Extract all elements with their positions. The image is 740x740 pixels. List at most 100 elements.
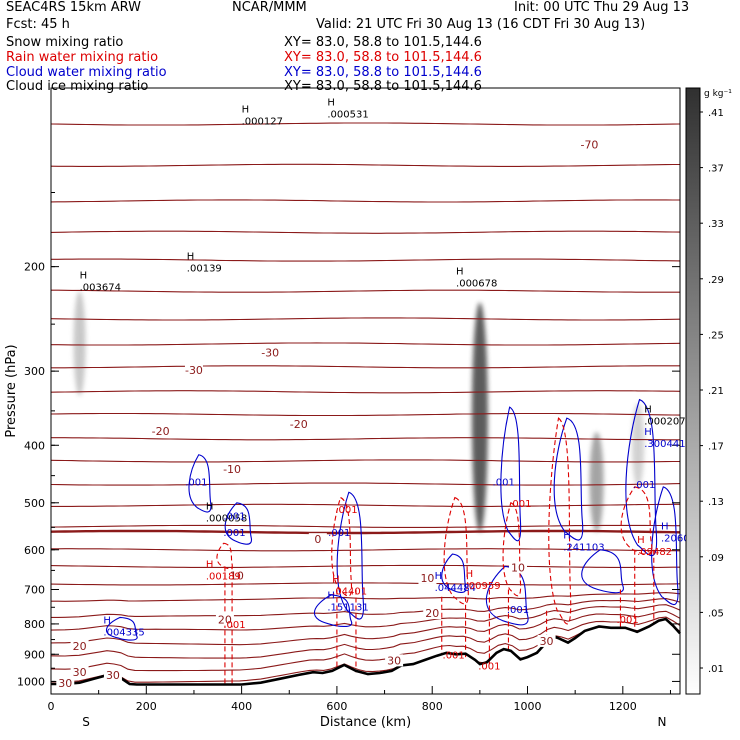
maximum-marker: H bbox=[187, 252, 195, 263]
maximum-marker: H bbox=[661, 522, 669, 533]
isotherm-label-bg bbox=[184, 364, 203, 377]
field-name-rain: Rain water mixing ratio bbox=[6, 50, 159, 65]
maximum-value: .000678 bbox=[456, 279, 497, 290]
maximum-marker: H bbox=[242, 104, 250, 115]
maximum-value: .000207 bbox=[644, 417, 685, 428]
x-end-label-north: N bbox=[658, 715, 667, 729]
rain-contour bbox=[443, 496, 469, 605]
isotherm-label-bg bbox=[423, 607, 442, 620]
cloud-water-contour bbox=[224, 502, 253, 545]
cloud-water-contour bbox=[500, 406, 522, 542]
maximum-value: .2060 bbox=[661, 534, 690, 545]
isotherm-label: 30 bbox=[58, 677, 72, 690]
isotherm-line bbox=[50, 163, 680, 167]
isotherm-label: 30 bbox=[387, 654, 401, 667]
y-axis-label: Pressure (hPa) bbox=[4, 344, 19, 437]
x-tick-label: 800 bbox=[422, 700, 443, 713]
x-tick-label: 400 bbox=[231, 700, 252, 713]
x-tick-label: 1000 bbox=[514, 700, 542, 713]
cloud-water-contour bbox=[581, 549, 624, 594]
valid-time: Valid: 21 UTC Fri 30 Aug 13 (16 CDT Fri … bbox=[316, 17, 646, 32]
isotherm-label-bg bbox=[508, 561, 527, 574]
maximum-marker: H bbox=[644, 427, 652, 438]
isotherm-label: 30 bbox=[73, 666, 87, 679]
isotherm-label: 0 bbox=[314, 533, 321, 546]
y-tick-label: 1000 bbox=[17, 675, 45, 688]
isotherm-label-bg bbox=[56, 676, 75, 689]
cloud-water-contour bbox=[106, 616, 138, 641]
colorbar-tick-label: .17 bbox=[708, 442, 724, 453]
cloud-water-contour bbox=[188, 454, 212, 513]
isotherm-label-bg bbox=[580, 138, 599, 151]
isotherm-label-bg bbox=[308, 533, 327, 546]
isotherm-line bbox=[50, 564, 680, 568]
x-tick-label: 200 bbox=[136, 700, 157, 713]
isotherm-line bbox=[50, 122, 681, 126]
org-label: NCAR/MMM bbox=[232, 0, 307, 15]
maximum-value: .044484 bbox=[435, 583, 476, 594]
isotherm-line bbox=[51, 289, 680, 293]
colorbar bbox=[685, 87, 701, 695]
ice-shading-column bbox=[73, 291, 86, 396]
isotherm-label: 10 bbox=[511, 561, 525, 574]
isotherm-line bbox=[51, 342, 681, 346]
contour-label: .001 bbox=[633, 480, 655, 491]
isotherm-label-bg bbox=[103, 669, 122, 682]
isotherm-label-bg bbox=[70, 640, 89, 653]
isotherm-line bbox=[50, 524, 680, 528]
ice-shading-column bbox=[589, 432, 604, 532]
isotherm-line bbox=[51, 437, 680, 441]
isotherm-label-bg bbox=[385, 654, 404, 667]
ice-shading-column bbox=[471, 302, 488, 532]
maximum-value: .300441 bbox=[644, 439, 685, 450]
isotherm-label-bg bbox=[227, 569, 246, 582]
isotherm-label: 10 bbox=[420, 572, 434, 585]
isotherm-line bbox=[50, 390, 681, 394]
isotherm-line bbox=[50, 317, 681, 321]
maximum-value: .000531 bbox=[327, 110, 368, 121]
x-axis-label: Distance (km) bbox=[320, 715, 411, 730]
isotherm-label-bg bbox=[151, 425, 170, 438]
maximum-marker: H bbox=[435, 571, 443, 582]
isotherm-label-bg bbox=[537, 634, 556, 647]
isotherm-label: 20 bbox=[73, 640, 87, 653]
model-title: SEAC4RS 15km ARW bbox=[6, 0, 142, 15]
y-tick-label: 600 bbox=[24, 544, 45, 557]
isotherm-label: 30 bbox=[106, 669, 120, 682]
colorbar-tick-label: .29 bbox=[708, 275, 724, 286]
forecast-hour: Fcst: 45 h bbox=[6, 17, 70, 32]
isotherm-label: 10 bbox=[230, 569, 244, 582]
y-tick-label: 700 bbox=[24, 584, 45, 597]
isotherm-line bbox=[50, 412, 681, 417]
maximum-marker: H bbox=[637, 535, 645, 546]
maximum-value: .000127 bbox=[242, 116, 283, 127]
x-tick-label: 1200 bbox=[609, 700, 637, 713]
rain-contour bbox=[548, 417, 572, 625]
contour-label: .001 bbox=[616, 615, 638, 626]
colorbar-tick-label: .41 bbox=[708, 108, 724, 119]
y-tick-label: 200 bbox=[24, 261, 45, 274]
y-tick-label: 900 bbox=[24, 648, 45, 661]
maximum-marker: H bbox=[563, 530, 571, 541]
ice-shading-column bbox=[632, 403, 645, 487]
isotherm-line bbox=[50, 610, 681, 646]
isotherm-line bbox=[50, 482, 681, 486]
maximum-value: .09482 bbox=[637, 547, 672, 558]
isotherm-label: 20 bbox=[218, 614, 232, 627]
y-tick-label: 400 bbox=[24, 439, 45, 452]
isotherm-line bbox=[51, 592, 681, 602]
contour-label: .001 bbox=[335, 505, 357, 516]
isotherm-label: 30 bbox=[540, 635, 554, 648]
isotherm-line bbox=[50, 618, 681, 672]
colorbar-tick-label: .05 bbox=[708, 608, 724, 619]
isotherm-label: -30 bbox=[185, 364, 203, 377]
isotherm-line bbox=[51, 365, 680, 369]
contour-label: .001 bbox=[478, 661, 500, 672]
x-tick-label: 0 bbox=[48, 700, 55, 713]
isotherm-line bbox=[50, 199, 680, 203]
isotherm-label-bg bbox=[70, 666, 89, 679]
colorbar-tick-label: .37 bbox=[708, 164, 724, 175]
isotherm-line bbox=[50, 604, 681, 631]
cloud-water-contour bbox=[651, 486, 679, 605]
zero-isotherm bbox=[50, 529, 681, 535]
